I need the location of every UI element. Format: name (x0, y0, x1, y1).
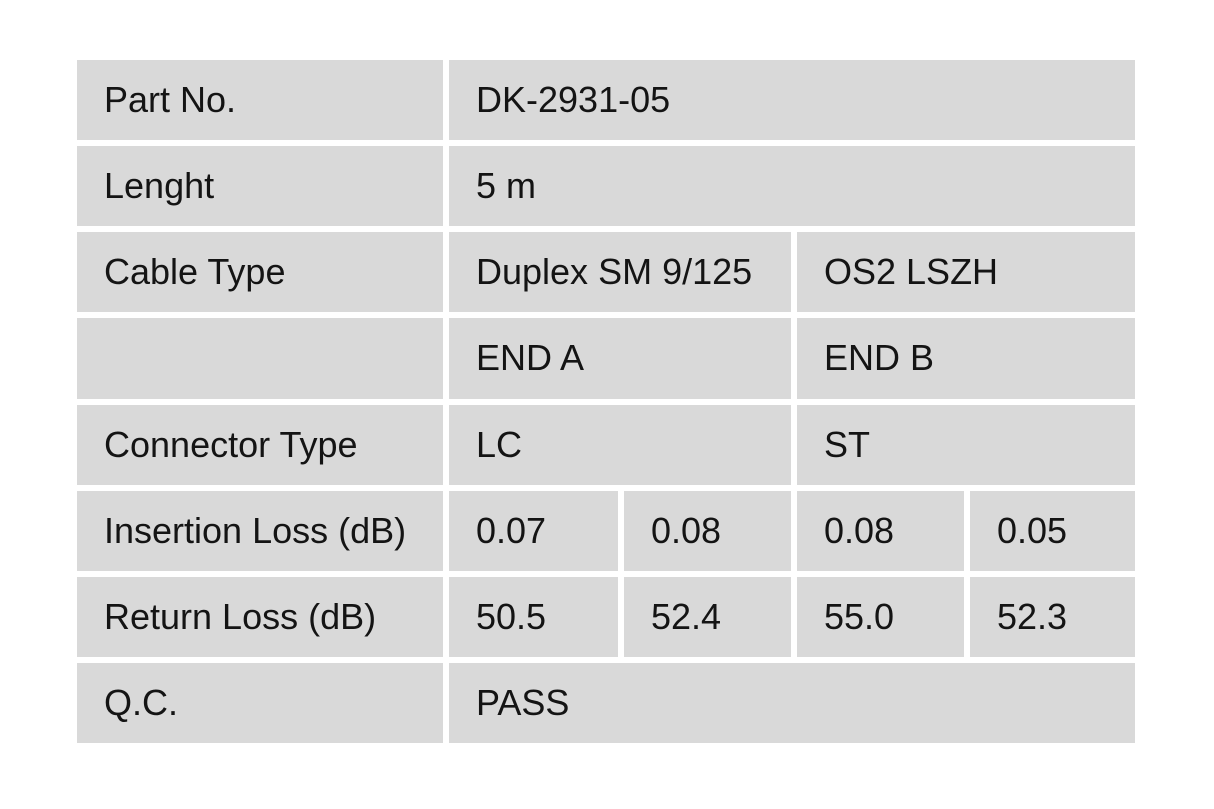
return-loss-a2: 52.4 (624, 576, 791, 657)
qc-label: Q.C. (77, 662, 443, 743)
cable-type-value-b: OS2 LSZH (797, 232, 1135, 313)
end-a-header: END A (449, 318, 791, 399)
insertion-loss-b1: 0.08 (797, 490, 964, 571)
spec-table: Part No. DK-2931-05 Lenght 5 m Cable Typ… (77, 60, 1135, 743)
part-no-label: Part No. (77, 60, 443, 141)
return-loss-label: Return Loss (dB) (77, 576, 443, 657)
end-b-header: END B (797, 318, 1135, 399)
part-no-value: DK-2931-05 (449, 60, 1135, 141)
return-loss-a1: 50.5 (449, 576, 618, 657)
connector-type-label: Connector Type (77, 404, 443, 485)
insertion-loss-b2: 0.05 (970, 490, 1135, 571)
connector-type-end-b: ST (797, 404, 1135, 485)
return-loss-b1: 55.0 (797, 576, 964, 657)
insertion-loss-label: Insertion Loss (dB) (77, 490, 443, 571)
return-loss-b2: 52.3 (970, 576, 1135, 657)
connector-type-end-a: LC (449, 404, 791, 485)
ends-empty-label (77, 318, 443, 399)
length-value: 5 m (449, 146, 1135, 227)
qc-value: PASS (449, 662, 1135, 743)
cable-type-label: Cable Type (77, 232, 443, 313)
length-label: Lenght (77, 146, 443, 227)
insertion-loss-a2: 0.08 (624, 490, 791, 571)
cable-type-value-a: Duplex SM 9/125 (449, 232, 791, 313)
insertion-loss-a1: 0.07 (449, 490, 618, 571)
